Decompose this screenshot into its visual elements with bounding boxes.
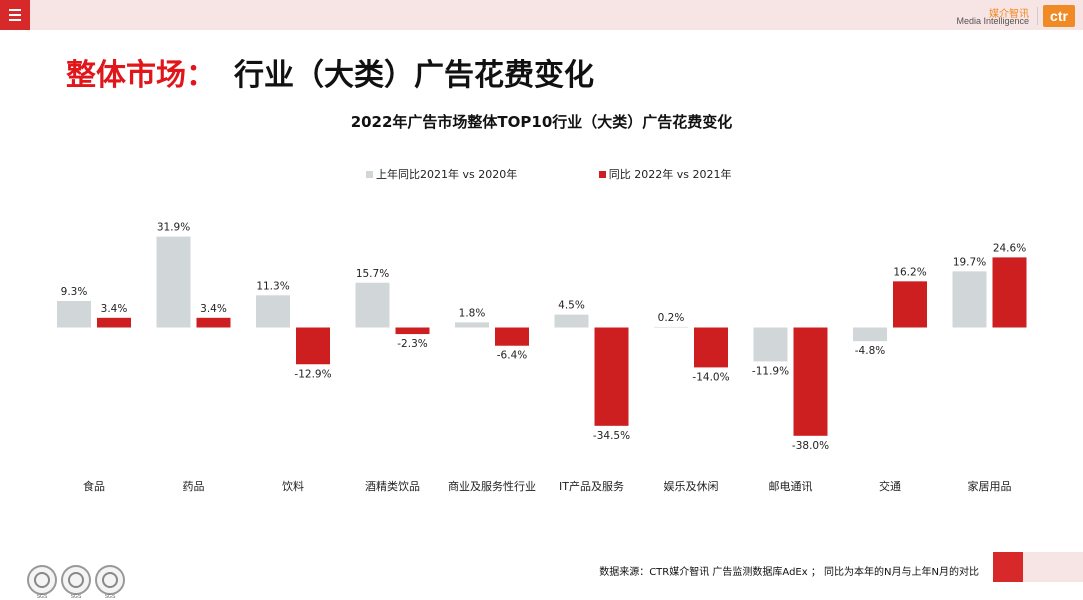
bar-series1 <box>455 322 489 328</box>
legend-swatch-current-year <box>598 170 606 178</box>
bar-series2 <box>793 327 828 436</box>
category-label: 饮料 <box>282 479 304 493</box>
data-label-series1: -11.9% <box>752 365 789 377</box>
category-label: 酒精类饮品 <box>365 479 420 493</box>
bar-series2 <box>395 327 430 335</box>
sgs-badge-icon: SGS <box>95 565 125 600</box>
bar-series1 <box>952 271 987 328</box>
data-label-series1: 9.3% <box>61 286 88 298</box>
top-bar: 媒介智讯 Media Intelligence ctr <box>0 0 1083 30</box>
legend-item-current-year: 同比 2022年 vs 2021年 <box>598 166 732 182</box>
footer-red-block <box>993 552 1023 582</box>
category-label: 药品 <box>183 480 205 493</box>
data-label-series2: 16.2% <box>893 266 926 278</box>
certification-badges: SGS SGS SGS <box>27 565 129 600</box>
menu-icon[interactable] <box>0 0 30 30</box>
legend-swatch-prev-year <box>366 170 373 178</box>
legend-item-prev-year: 上年同比2021年 vs 2020年 <box>366 166 517 182</box>
bar-series1 <box>753 327 788 362</box>
data-label-series2: -14.0% <box>692 371 729 383</box>
bar-series1 <box>156 236 191 328</box>
bar-series2 <box>296 327 330 365</box>
chart-title: 2022年广告市场整体TOP10行业（大类）广告花费变化 <box>350 113 733 131</box>
category-label: 商业及服务性行业 <box>448 479 536 493</box>
legend-label-current-year: 同比 2022年 vs 2021年 <box>608 168 732 181</box>
data-label-series1: 1.8% <box>459 307 486 319</box>
data-label-series2: -6.4% <box>497 350 527 362</box>
page-title-prefix: 整体市场： <box>66 58 216 93</box>
data-label-series2: 3.4% <box>101 303 128 315</box>
category-label: 邮电通讯 <box>769 480 813 493</box>
data-label-series1: 19.7% <box>953 256 986 268</box>
legend-label-prev-year: 上年同比2021年 vs 2020年 <box>376 168 518 181</box>
bar-series2 <box>495 327 529 346</box>
logo-chinese-text: 媒介智讯 <box>989 9 1029 20</box>
category-label: 家居用品 <box>968 479 1012 493</box>
category-label: 交通 <box>879 479 901 493</box>
data-label-series2: 3.4% <box>200 303 227 315</box>
data-label-series2: -34.5% <box>593 430 630 442</box>
page-title: 整体市场： 行业（大类）广告花费变化 <box>66 50 594 94</box>
category-label: 食品 <box>83 479 105 493</box>
category-label: 娱乐及休闲 <box>664 479 719 493</box>
data-label-series1: 31.9% <box>157 222 190 234</box>
sgs-badge-icon: SGS <box>61 565 91 600</box>
bar-series2 <box>97 317 131 328</box>
data-source-note: 数据来源：CTR媒介智讯 广告监测数据库AdEx ； 同比为本年的N月与上年N月… <box>599 567 979 578</box>
sgs-badge-icon: SGS <box>27 565 57 600</box>
page-title-main: 行业（大类）广告花费变化 <box>234 58 594 93</box>
category-label: IT产品及服务 <box>559 479 624 493</box>
logo-english-text: Media Intelligence <box>956 16 1029 26</box>
bar-series2 <box>893 281 927 328</box>
bar-series1 <box>256 295 290 328</box>
bar-series2 <box>694 327 728 368</box>
bar-series1 <box>554 314 589 328</box>
data-label-series1: 11.3% <box>256 280 289 292</box>
data-label-series1: 0.2% <box>658 312 685 324</box>
bar-series2 <box>594 327 629 426</box>
data-label-series2: 24.6% <box>993 242 1026 254</box>
data-label-series2: -38.0% <box>792 440 829 452</box>
footer-pink-block <box>1023 552 1083 582</box>
data-label-series1: 4.5% <box>558 300 585 312</box>
logo-divider <box>1037 7 1038 25</box>
bar-series1 <box>654 326 688 328</box>
data-label-series2: -2.3% <box>397 338 427 350</box>
chart-legend: 上年同比2021年 vs 2020年 同比 2022年 vs 2021年 <box>366 166 809 182</box>
bar-series1 <box>853 327 887 342</box>
ctr-logo-mark: ctr <box>1043 5 1075 27</box>
data-label-series1: 15.7% <box>356 268 389 280</box>
data-label-series1: -4.8% <box>855 345 885 357</box>
data-label-series2: -12.9% <box>294 368 331 380</box>
bar-series2 <box>992 257 1027 328</box>
bar-series1 <box>355 282 390 328</box>
bar-series1 <box>57 300 91 328</box>
bar-series2 <box>196 317 231 328</box>
